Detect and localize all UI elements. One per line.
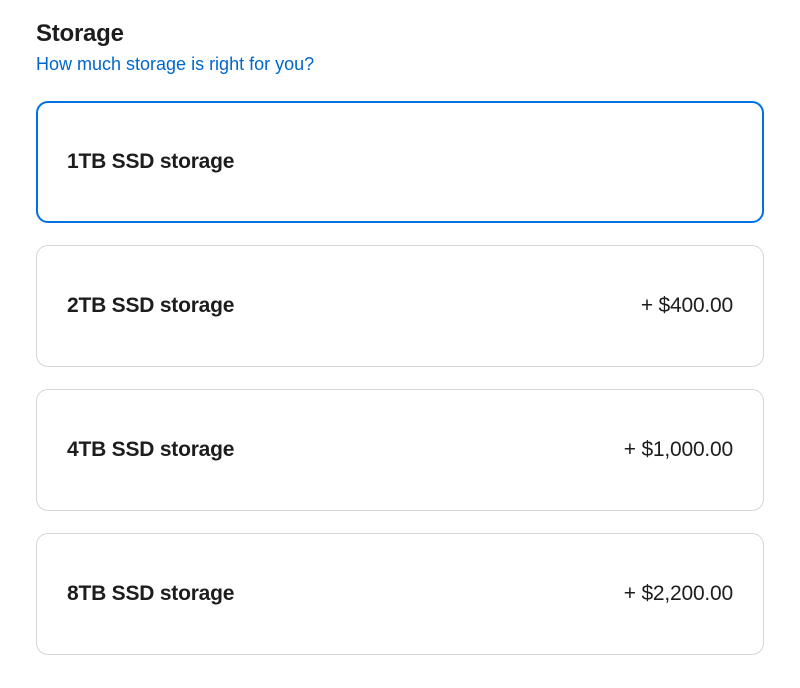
- storage-options-list: 1TB SSD storage 2TB SSD storage + $400.0…: [36, 101, 764, 655]
- storage-option-price: + $2,200.00: [624, 582, 733, 606]
- storage-option-2tb[interactable]: 2TB SSD storage + $400.00: [36, 245, 764, 367]
- storage-option-8tb[interactable]: 8TB SSD storage + $2,200.00: [36, 533, 764, 655]
- storage-option-label: 2TB SSD storage: [67, 294, 234, 318]
- storage-section-title: Storage: [36, 20, 764, 48]
- storage-option-1tb[interactable]: 1TB SSD storage: [36, 101, 764, 223]
- storage-option-4tb[interactable]: 4TB SSD storage + $1,000.00: [36, 389, 764, 511]
- storage-option-label: 1TB SSD storage: [67, 150, 234, 174]
- storage-option-label: 4TB SSD storage: [67, 438, 234, 462]
- storage-option-price: + $1,000.00: [624, 438, 733, 462]
- storage-option-price: + $400.00: [641, 294, 733, 318]
- storage-help-link[interactable]: How much storage is right for you?: [36, 54, 314, 75]
- storage-option-label: 8TB SSD storage: [67, 582, 234, 606]
